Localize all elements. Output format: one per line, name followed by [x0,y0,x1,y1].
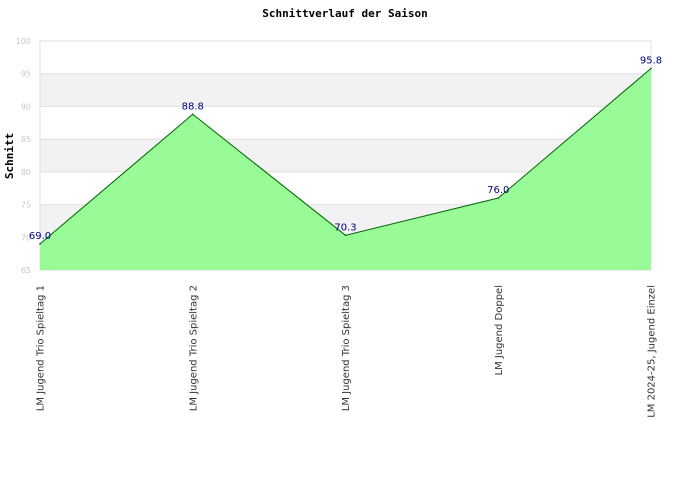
x-tick-label: LM Jugend Trio Spieltag 3 [341,285,352,411]
y-tick-label: 95 [21,70,31,79]
plot-band [40,41,651,74]
area-series [39,67,652,270]
data-point [191,113,194,116]
x-tick-label: LM Jugend Doppel [494,285,505,375]
y-tick-label: 85 [21,135,31,144]
area-fill [40,68,651,270]
y-tick-label: 100 [16,37,31,46]
y-tick-label: 70 [21,233,31,242]
plot-band [40,73,651,107]
y-axis-label: Schnitt [3,133,16,179]
data-label: 70.3 [334,222,356,233]
y-tick-label: 80 [21,168,31,177]
x-tick-label: LM Jugend Trio Spieltag 2 [188,285,199,411]
y-tick-label: 65 [21,266,31,275]
data-point [344,234,347,237]
y-tick-label: 75 [21,201,31,210]
y-axis-ticks: 65 70 75 80 85 90 95 100 [16,37,31,275]
data-label: 76.0 [487,185,509,196]
chart-title: Schnittverlauf der Saison [262,7,428,20]
data-point [497,197,500,199]
data-label: 95.8 [640,55,662,66]
plot-band [40,106,651,140]
x-tick-label: LM 2024-25, Jugend Einzel [647,285,658,418]
data-point [39,243,41,245]
x-tick-label: LM Jugend Trio Spieltag 1 [36,285,47,411]
y-tick-label: 90 [21,102,31,111]
data-point [650,67,652,70]
data-labels: 69.0 88.8 70.3 76.0 95.8 [29,55,662,241]
x-axis-ticks: LM Jugend Trio Spieltag 1 LM Jugend Trio … [36,285,658,418]
data-label: 88.8 [182,101,204,112]
data-label: 69.0 [29,231,51,242]
